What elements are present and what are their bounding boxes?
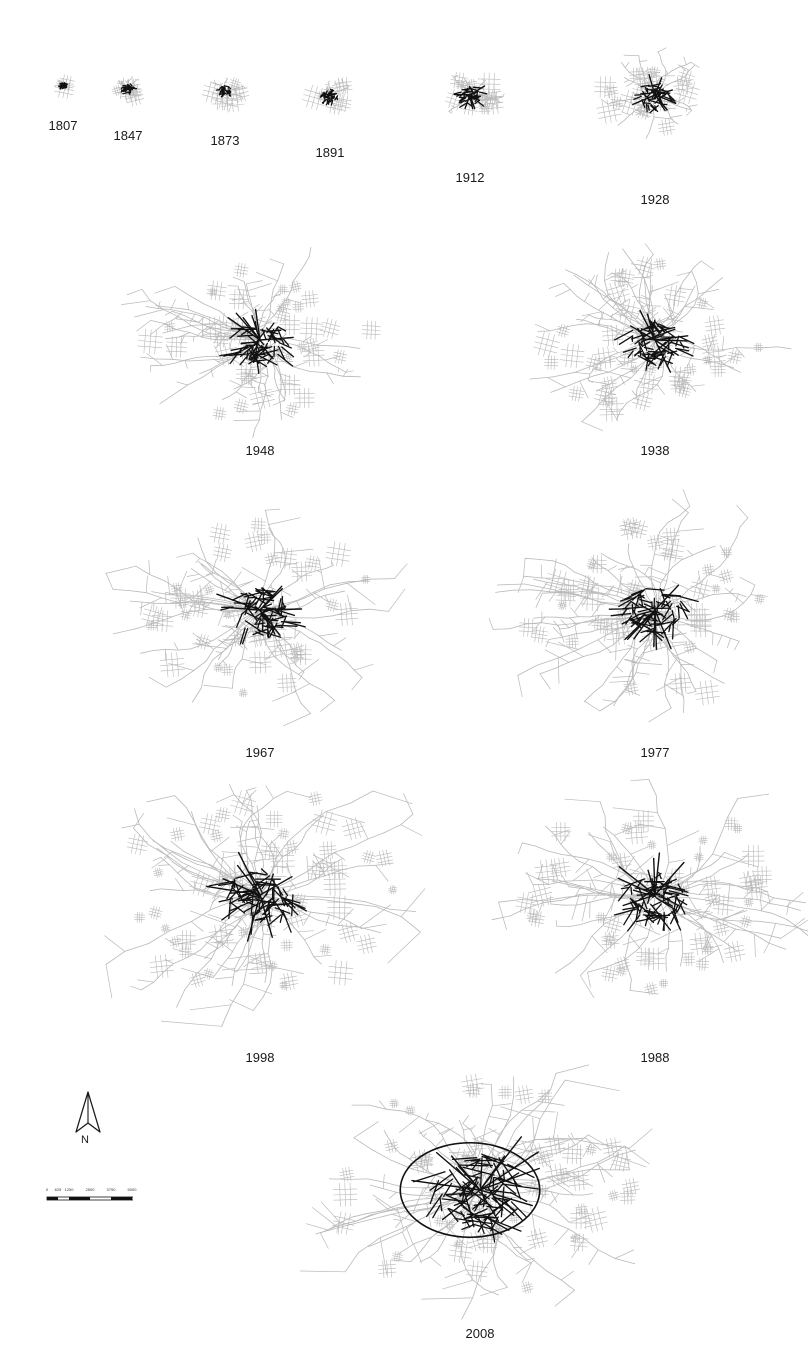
scale-tick-4: 3750 [106, 1187, 116, 1192]
year-label-1873: 1873 [210, 133, 240, 148]
map-panel-1891 [301, 77, 353, 115]
year-label-1967: 1967 [245, 745, 275, 760]
map-panel-1967 [105, 508, 408, 727]
scale-tick-2: 1250 [64, 1187, 74, 1192]
map-panel-1928 [594, 47, 700, 139]
scale-tick-3: 2500 [85, 1187, 95, 1192]
year-label-1891: 1891 [315, 145, 345, 160]
scale-tick-1: 625 [54, 1187, 62, 1192]
map-panel-2008 [299, 1064, 653, 1320]
map-panels [54, 47, 808, 1320]
map-panel-1998 [104, 784, 426, 1027]
year-label-1998: 1998 [245, 1050, 275, 1065]
year-label-1948: 1948 [245, 443, 275, 458]
map-panel-1807 [54, 74, 75, 100]
map-panel-1847 [111, 75, 145, 107]
scale-tick-0: 0 [45, 1187, 49, 1192]
map-panel-1873 [201, 77, 250, 113]
north-arrow-icon [75, 1091, 101, 1133]
year-label-1807: 1807 [48, 118, 78, 133]
map-panel-1948 [121, 247, 381, 438]
scale-bar: 0 625 1250 2500 3750 5000 [45, 1187, 136, 1207]
north-label: N [81, 1134, 89, 1146]
year-label-1928: 1928 [640, 192, 670, 207]
year-label-1977: 1977 [640, 745, 670, 760]
year-label-2008: 2008 [465, 1326, 495, 1341]
year-label-1988: 1988 [640, 1050, 670, 1065]
map-panel-1912 [444, 71, 505, 116]
map-panel-1977 [488, 488, 768, 723]
year-label-1938: 1938 [640, 443, 670, 458]
map-panel-1938 [529, 243, 792, 431]
scale-tick-5: 5000 [127, 1187, 137, 1192]
year-label-1912: 1912 [455, 170, 485, 185]
map-panel-1988 [491, 779, 808, 998]
year-label-1847: 1847 [113, 128, 143, 143]
